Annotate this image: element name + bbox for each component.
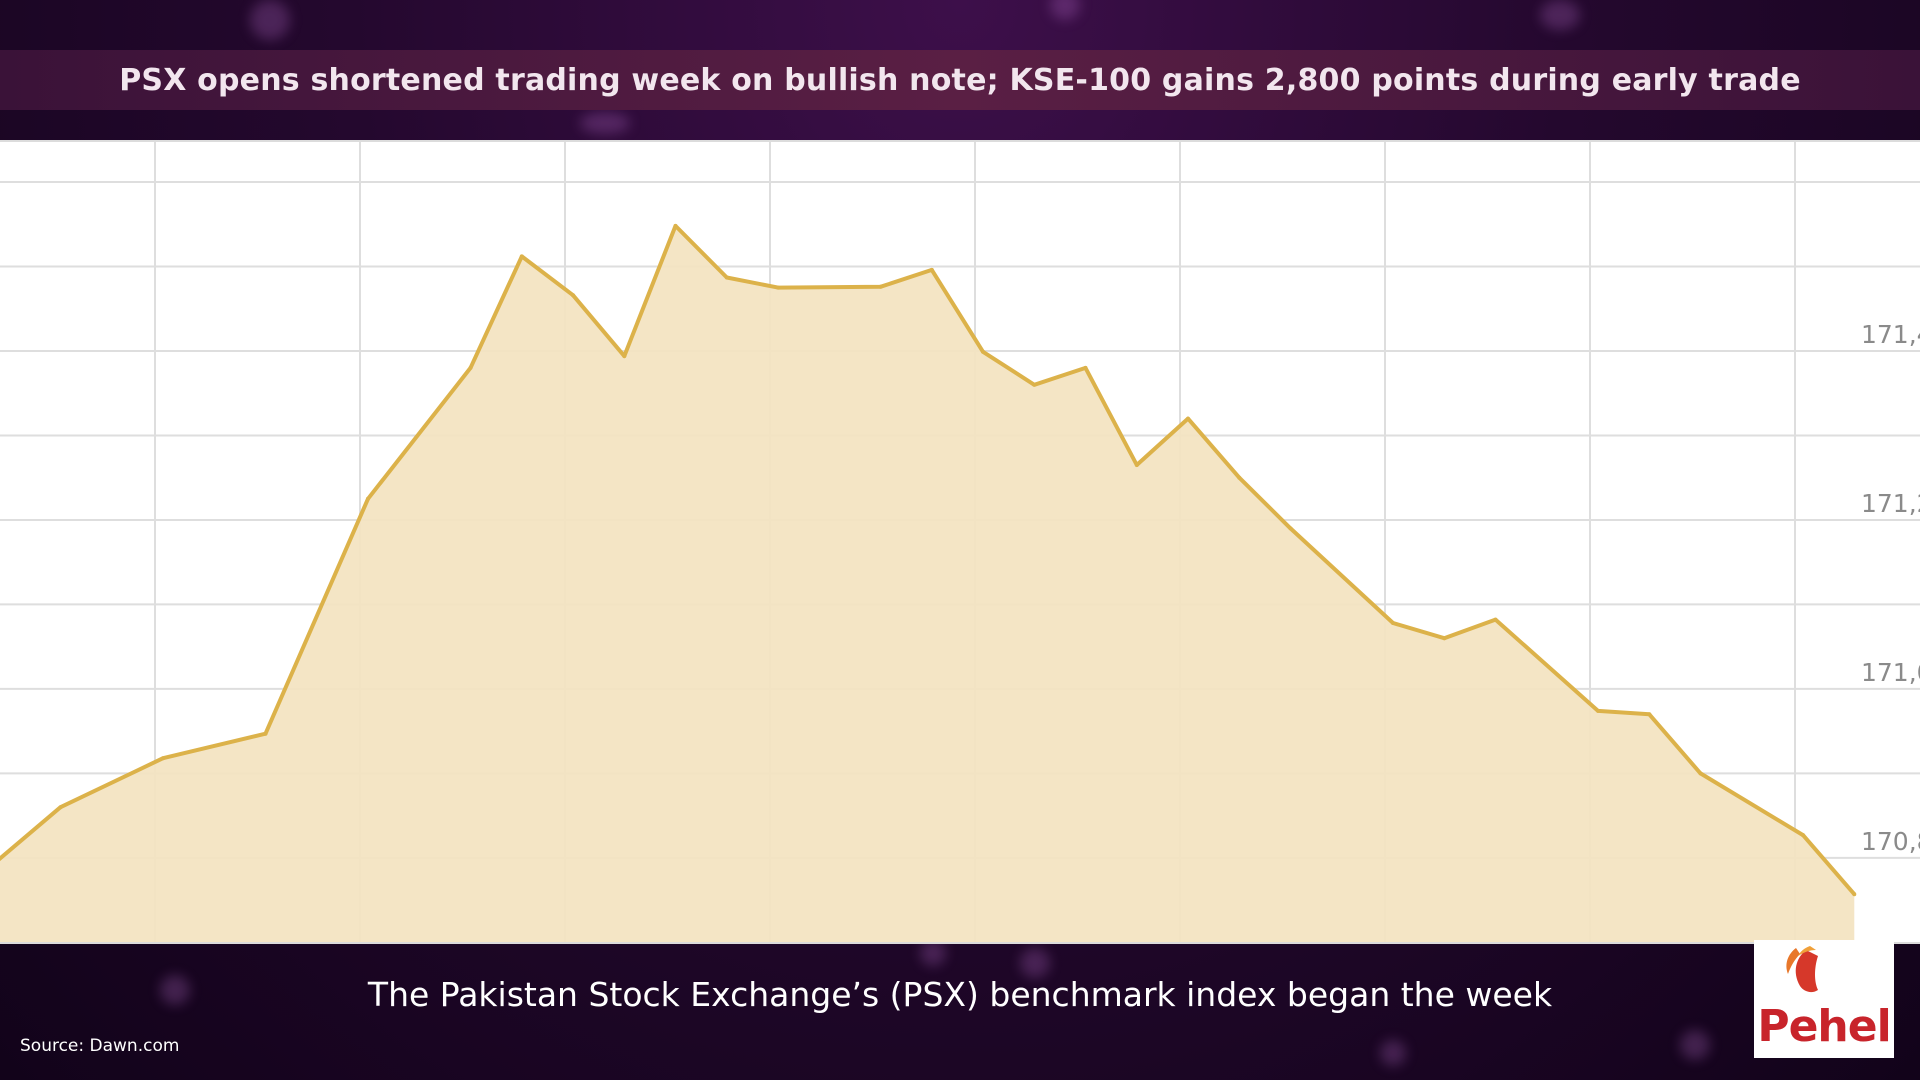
- bokeh-light: [1050, 0, 1080, 20]
- bokeh-light: [580, 112, 630, 134]
- data-point: [1698, 771, 1703, 776]
- subtitle-caption: The Pakistan Stock Exchange’s (PSX) benc…: [367, 975, 1553, 1014]
- data-point: [1134, 463, 1139, 467]
- data-point: [1852, 892, 1857, 897]
- data-point: [1391, 621, 1395, 625]
- data-point: [929, 267, 934, 272]
- bokeh-light: [250, 0, 290, 40]
- data-point: [622, 354, 627, 359]
- data-point: [776, 285, 780, 290]
- data-point: [1493, 617, 1498, 622]
- data-point: [673, 223, 678, 228]
- bokeh-light: [920, 940, 946, 966]
- y-tick-label: 171,2: [1861, 489, 1920, 518]
- data-point: [58, 805, 63, 810]
- area-fill: [0, 225, 1855, 942]
- bokeh-light: [1020, 948, 1050, 978]
- headline-banner: PSX opens shortened trading week on bull…: [0, 50, 1920, 110]
- data-point: [981, 349, 985, 354]
- data-point: [1083, 365, 1088, 370]
- data-point: [571, 293, 575, 298]
- pehel-logo-text: Pehel: [1757, 1001, 1891, 1052]
- data-point: [1186, 416, 1190, 421]
- data-point: [1647, 712, 1652, 717]
- data-point: [519, 254, 524, 259]
- data-point: [878, 284, 883, 289]
- bokeh-light: [1680, 1030, 1710, 1060]
- index-chart: 171,4 171,2 171,0 170,8: [0, 142, 1920, 942]
- data-point: [1032, 382, 1037, 387]
- y-tick-label: 171,4: [1861, 320, 1920, 349]
- data-point: [1442, 636, 1447, 641]
- source-credit: Source: Dawn.com: [20, 1036, 180, 1056]
- data-point: [1237, 475, 1242, 480]
- data-point: [724, 275, 729, 280]
- bokeh-light: [160, 975, 190, 1005]
- data-point: [1596, 708, 1600, 713]
- data-point: [468, 365, 473, 370]
- data-point: [1288, 526, 1293, 531]
- bokeh-light: [1540, 0, 1580, 30]
- data-point: [1801, 833, 1805, 838]
- data-point: [263, 731, 268, 736]
- pehel-logo: Pehel: [1754, 940, 1894, 1058]
- data-point: [161, 756, 165, 761]
- y-tick-label: 170,8: [1861, 827, 1920, 856]
- headline-text: PSX opens shortened trading week on bull…: [119, 62, 1801, 98]
- data-point: [366, 496, 370, 501]
- y-tick-label: 171,0: [1861, 658, 1920, 687]
- pehel-logo-icon: [1786, 946, 1818, 993]
- bokeh-light: [1380, 1040, 1406, 1066]
- chart-panel: 171,4 171,2 171,0 170,8: [0, 140, 1920, 944]
